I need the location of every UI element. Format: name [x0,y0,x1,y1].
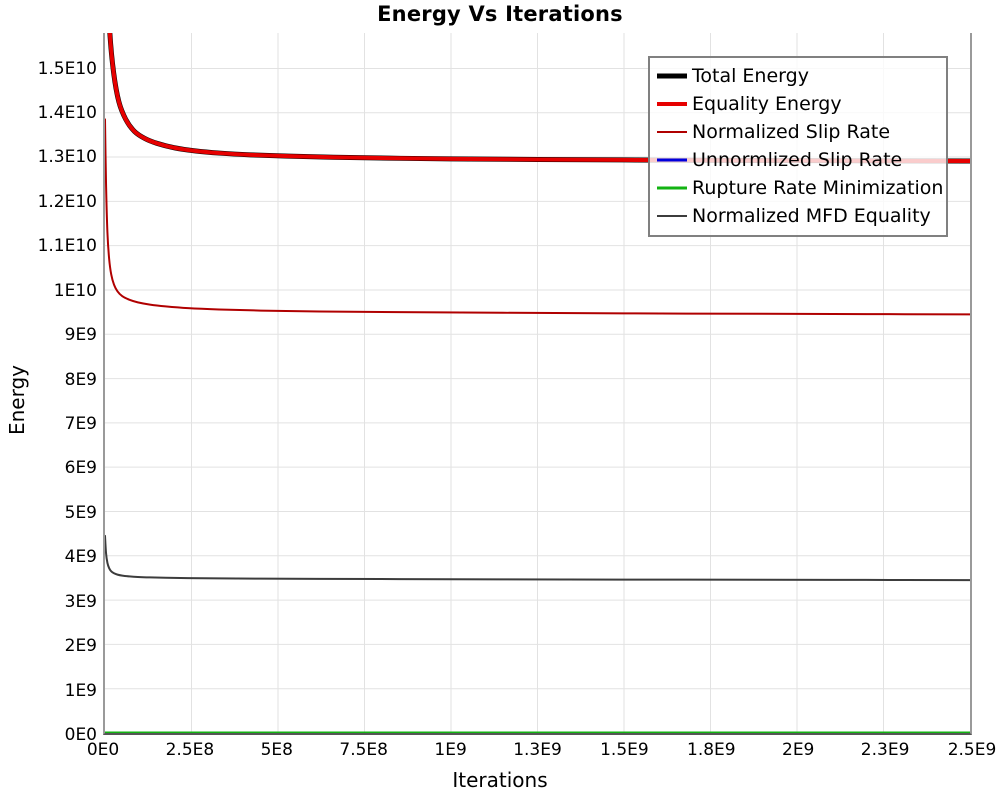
y-axis-tick-labels: 0E0 1E9 2E9 3E9 4E9 5E9 6E9 7E9 8E9 9E9 1E10 1.1E10… [0,0,97,800]
legend-item-label: Normalized MFD Equality [692,204,931,227]
x-axis-tick-labels: 0E0 2.5E8 5E8 7.5E8 1E9 1.3E9 1.5E9 1.8E9 2E9 2.3… [0,740,1000,770]
y-tick-label: 4E9 [64,547,97,568]
x-tick-label: 7.5E8 [339,740,388,760]
x-tick-label: 2.3E9 [860,740,910,760]
series-line [105,534,970,582]
y-tick-label: 8E9 [64,369,97,390]
y-tick-label: 1.4E10 [37,102,97,123]
x-tick-label: 0E0 [86,740,120,760]
y-tick-label: 9E9 [64,325,97,346]
y-tick-label: 1.5E10 [37,58,97,79]
y-tick-label: 1.3E10 [37,147,97,168]
legend-item-label: Rupture Rate Minimization [692,176,944,199]
legend-item[interactable]: Rupture Rate Minimization [656,174,944,202]
legend-item[interactable]: Unnormlized Slip Rate [656,146,940,174]
y-tick-label: 0E0 [64,725,97,745]
legend-color-swatch [656,124,688,140]
legend-item[interactable]: Normalized Slip Rate [656,118,940,146]
legend-item-label: Unnormlized Slip Rate [692,148,903,171]
legend-color-swatch [656,208,688,224]
x-tick-label: 5E8 [260,740,293,760]
legend-item-label: Total Energy [692,64,809,87]
series-line [107,33,970,164]
y-tick-label: 2E9 [64,636,97,657]
chart-legend[interactable]: Total Energy Equality Energy Normalized Sl… [648,56,948,237]
legend-color-swatch [656,96,688,112]
legend-color-swatch [656,180,688,196]
y-tick-label: 1E9 [64,680,97,701]
y-tick-label: 1.1E10 [37,236,97,257]
legend-item[interactable]: Normalized MFD Equality [656,202,940,230]
y-tick-label: 5E9 [64,502,97,523]
y-tick-label: 6E9 [64,458,97,479]
y-tick-label: 3E9 [64,591,97,612]
y-tick-label: 1E10 [53,280,97,301]
legend-color-swatch [656,152,688,168]
x-tick-label: 2E9 [782,740,815,760]
x-tick-label: 2.5E8 [165,740,215,760]
x-tick-label: 1.3E9 [513,740,562,760]
x-tick-label: 1E9 [434,740,467,760]
legend-item[interactable]: Total Energy [656,62,940,90]
legend-color-swatch [656,68,688,84]
chart-title: Energy Vs Iterations [377,2,623,26]
series-line [105,118,970,316]
x-tick-label: 1.8E9 [687,740,736,760]
x-tick-label: 2.5E9 [947,740,997,760]
y-tick-label: 7E9 [64,413,97,434]
legend-item[interactable]: Equality Energy [656,90,940,118]
x-tick-label: 1.5E9 [600,740,649,760]
legend-item-label: Normalized Slip Rate [692,120,891,143]
x-axis-title: Iterations [452,768,548,792]
y-tick-label: 1.2E10 [37,191,97,212]
legend-item-label: Equality Energy [692,92,842,115]
